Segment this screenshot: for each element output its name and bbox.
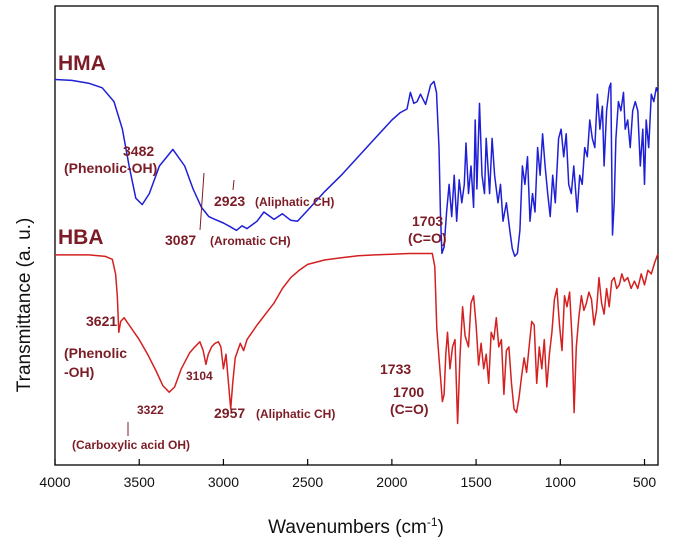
x-axis-title: Wavenumbers (cm-1) [268, 515, 444, 538]
x-tick-label: 500 [633, 474, 657, 490]
svg-text:-OH): -OH) [64, 364, 94, 380]
annotation-hba-3104: 3104 [186, 369, 213, 383]
series-label-hba: HBA [58, 226, 104, 249]
svg-text:3621: 3621 [86, 313, 117, 329]
annotation-hba-3621: 3621 (Phenolic -OH) [64, 313, 127, 380]
x-tick-label: 3500 [124, 474, 155, 490]
annotation-leader-3087 [199, 172, 205, 231]
annotation-leader-2923 [232, 179, 235, 191]
svg-text:3087: 3087 [165, 232, 196, 248]
annotation-hma-2923: 2923 (Aliphatic CH) [214, 193, 334, 209]
svg-text:(Phenolic: (Phenolic [64, 345, 127, 361]
svg-text:(Aromatic CH): (Aromatic CH) [210, 234, 291, 248]
annotation-hba-2957: 2957 (Aliphatic CH) [214, 405, 335, 421]
x-axis-ticks: 4000 3500 3000 2500 2000 1500 1000 500 [39, 459, 656, 490]
x-tick-label: 1000 [545, 474, 576, 490]
svg-text:(Carboxylic acid OH): (Carboxylic acid OH) [72, 438, 190, 452]
series-line-hma [54, 78, 659, 257]
svg-text:(Aliphatic CH): (Aliphatic CH) [255, 195, 334, 209]
x-tick-label: 3000 [208, 474, 239, 490]
svg-text:2957: 2957 [214, 405, 245, 421]
y-axis-title: Transmittance (a. u.) [14, 218, 35, 393]
plot-frame [54, 5, 659, 466]
svg-text:(Phenolic-OH): (Phenolic-OH) [64, 160, 157, 176]
svg-text:2923: 2923 [214, 193, 245, 209]
x-tick-label: 4000 [39, 474, 70, 490]
svg-text:1700: 1700 [393, 384, 424, 400]
annotation-hba-1733: 1733 [380, 361, 411, 377]
svg-text:1703: 1703 [412, 213, 443, 229]
annotation-hma-1703: 1703 (C=O) [408, 213, 447, 246]
svg-text:(Aliphatic CH): (Aliphatic CH) [256, 407, 335, 421]
x-tick-label: 1500 [461, 474, 492, 490]
svg-text:3482: 3482 [123, 143, 154, 159]
series-line-hba [55, 252, 659, 425]
svg-text:(C=O): (C=O) [390, 401, 429, 417]
annotation-hba-1700: 1700 (C=O) [390, 384, 429, 417]
x-tick-label: 2500 [292, 474, 323, 490]
x-tick-label: 2000 [376, 474, 407, 490]
series-label-hma: HMA [58, 52, 106, 75]
annotation-hba-3322: 3322 (Carboxylic acid OH) [72, 403, 190, 452]
annotation-hma-3087: 3087 (Aromatic CH) [165, 232, 291, 248]
svg-text:(C=O): (C=O) [408, 230, 447, 246]
annotation-hma-3482: 3482 (Phenolic-OH) [64, 143, 157, 176]
svg-text:3322: 3322 [137, 403, 164, 417]
